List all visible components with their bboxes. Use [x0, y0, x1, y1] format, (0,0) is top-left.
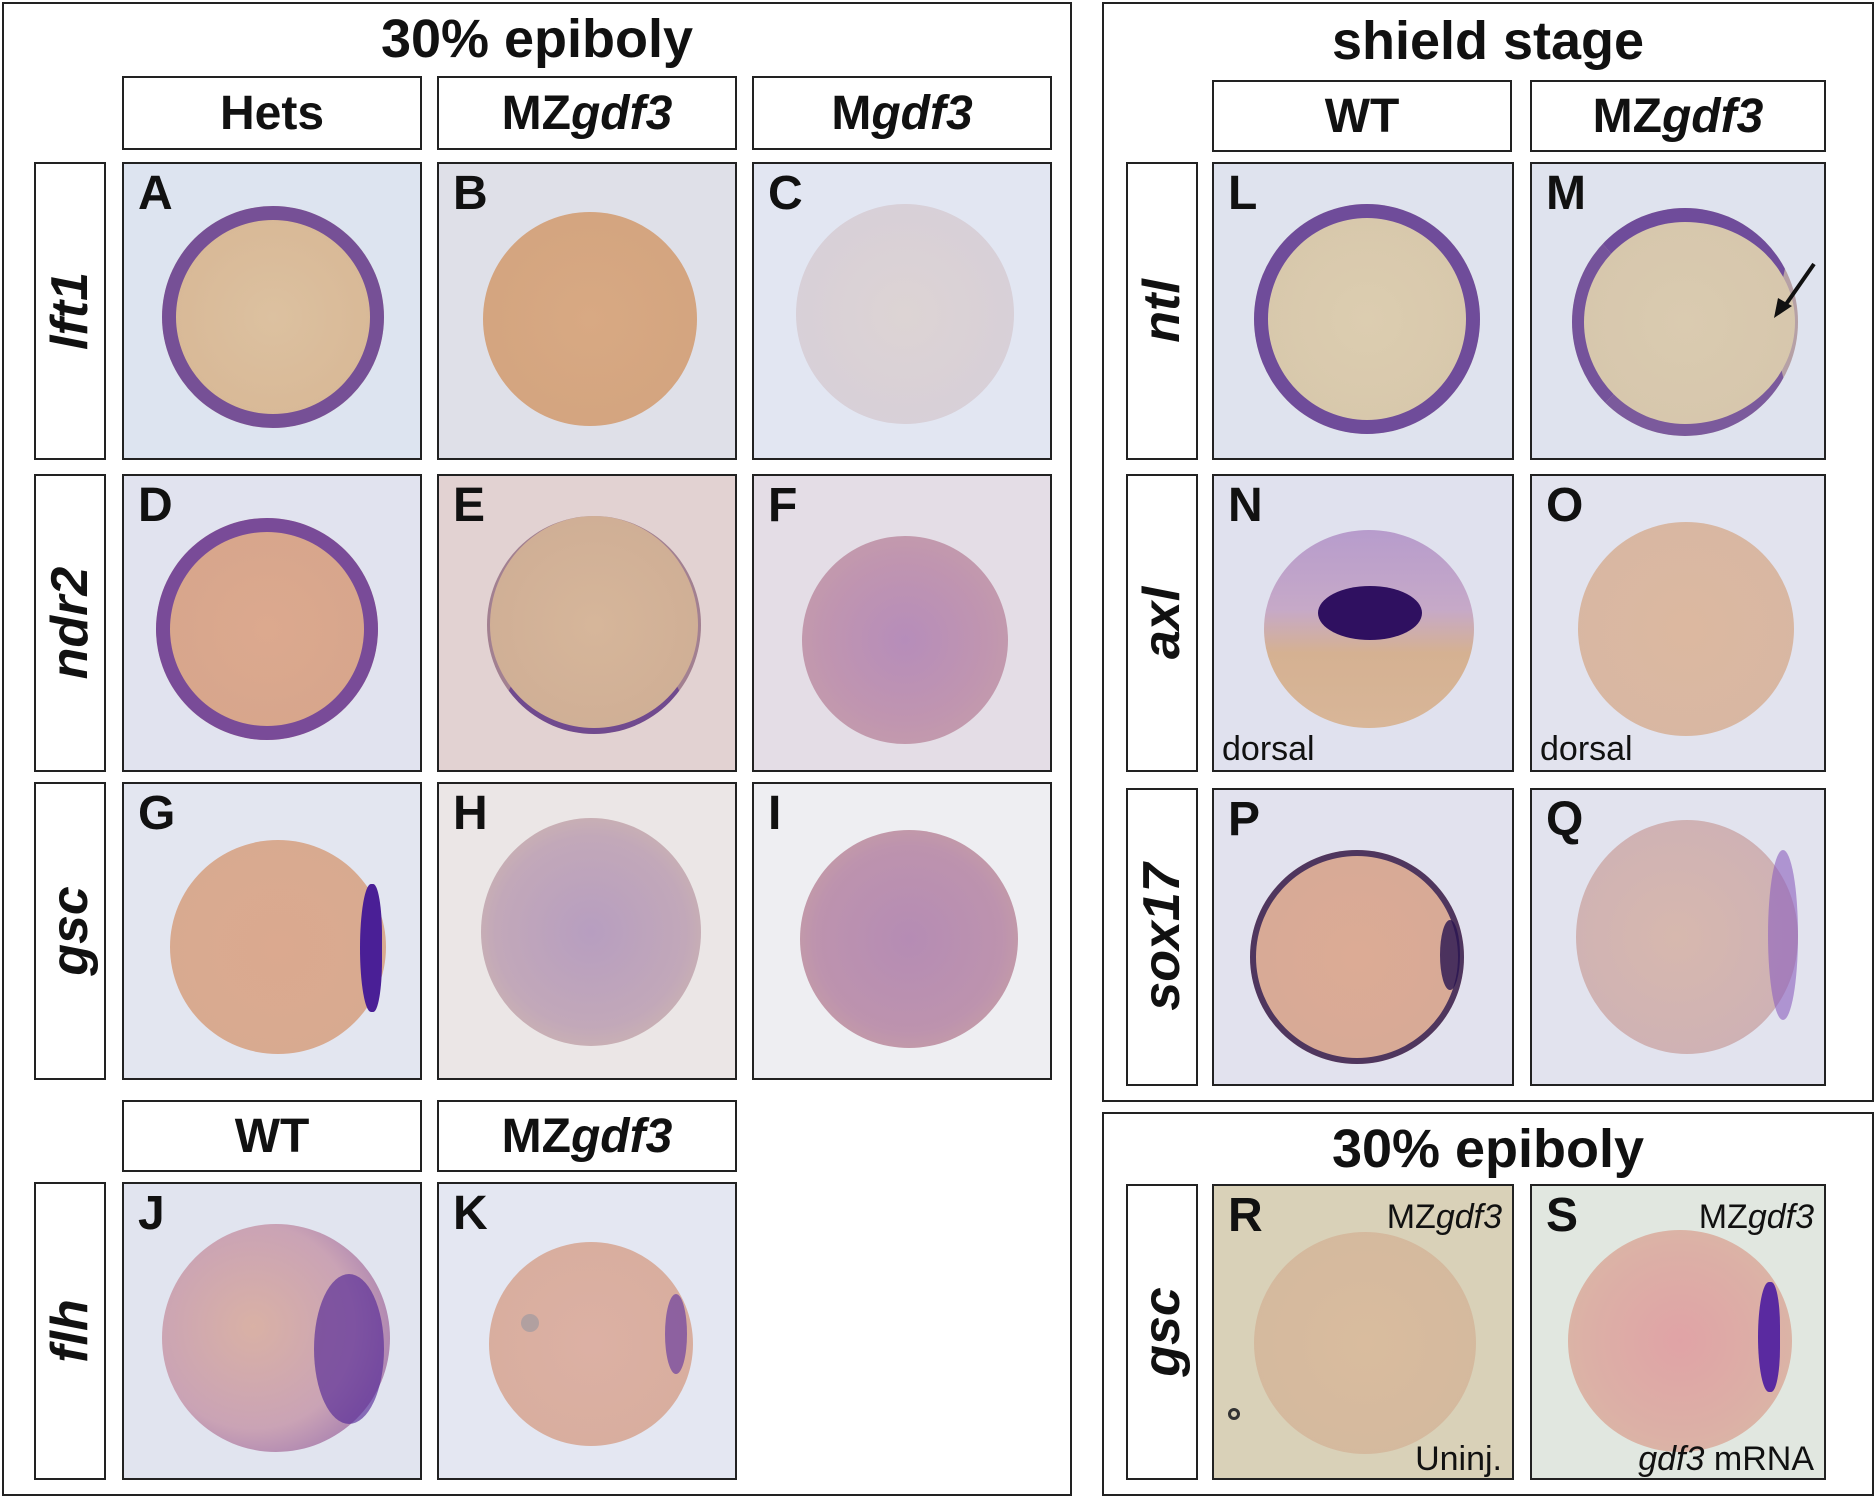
note-uninjected: Uninj. — [1415, 1440, 1502, 1478]
embryo — [170, 840, 386, 1054]
gene-label-gsc: gsc — [1126, 1184, 1198, 1480]
stain-ring — [156, 518, 378, 740]
bottom-column-header-mzgdf3: MZ gdf3 — [437, 1100, 737, 1172]
note-genotype: MZgdf3 — [1386, 1198, 1502, 1236]
embryo — [481, 818, 701, 1046]
embryo — [1254, 1232, 1476, 1454]
column-header-hets: Hets — [122, 76, 422, 150]
panel-letter: G — [138, 787, 176, 840]
panel-letter: B — [453, 167, 488, 220]
panel-m: M — [1530, 162, 1826, 460]
panel-letter: A — [138, 167, 173, 220]
dorsal-stain — [1440, 920, 1460, 990]
gene-label-flh: flh — [34, 1182, 106, 1480]
panel-letter: P — [1228, 793, 1261, 846]
gene-label-axl: axl — [1126, 474, 1198, 772]
arrow-icon — [1774, 262, 1816, 318]
stain-ring — [162, 206, 384, 428]
panel-j: J — [122, 1182, 422, 1480]
column-header-mzgdf3: MZ gdf3 — [437, 76, 737, 150]
panel-c: C — [752, 162, 1052, 460]
embryo — [802, 536, 1008, 744]
panel-p: P — [1212, 788, 1514, 1086]
panel-letter: N — [1228, 479, 1263, 532]
left-section-title: 30% epiboly — [380, 9, 694, 69]
panel-letter: K — [453, 1187, 488, 1240]
bubble — [1228, 1408, 1240, 1420]
panel-k: K — [437, 1182, 737, 1480]
dorsal-stain — [1768, 850, 1798, 1020]
stain-ring — [487, 516, 701, 734]
dorsal-stain — [665, 1294, 687, 1374]
panel-b: B — [437, 162, 737, 460]
panel-letter: M — [1546, 167, 1586, 220]
right-top-section-title: shield stage — [1331, 11, 1645, 71]
panel-letter: R — [1228, 1189, 1263, 1242]
panel-letter: C — [768, 167, 803, 220]
stain-ring — [1572, 208, 1798, 436]
panel-a: A — [122, 162, 422, 460]
column-header-wt: WT — [1212, 80, 1512, 152]
gene-label-gsc: gsc — [34, 782, 106, 1080]
gene-label-ndr2: ndr2 — [34, 474, 106, 772]
panel-o: dorsal O — [1530, 474, 1826, 772]
panel-r: MZgdf3 Uninj. R — [1212, 1184, 1514, 1480]
panel-letter: E — [453, 479, 486, 532]
embryo — [1576, 820, 1798, 1054]
dorsal-stain — [314, 1274, 384, 1424]
panel-d: D — [122, 474, 422, 772]
embryo — [1578, 522, 1794, 736]
panel-q: Q — [1530, 788, 1826, 1086]
embryo — [489, 1242, 693, 1446]
note-dorsal: dorsal — [1540, 730, 1633, 768]
embryo — [483, 212, 697, 426]
gene-label-lft1: lft1 — [34, 162, 106, 460]
embryo — [162, 206, 384, 428]
embryo — [800, 830, 1018, 1048]
dorsal-stain — [1758, 1282, 1780, 1392]
panel-h: H — [437, 782, 737, 1080]
embryo — [1568, 1230, 1792, 1452]
bottom-column-header-wt: WT — [122, 1100, 422, 1172]
note-genotype: MZgdf3 — [1698, 1198, 1814, 1236]
gene-label-ntl: ntl — [1126, 162, 1198, 460]
panel-letter: D — [138, 479, 173, 532]
stain-ring — [1254, 204, 1480, 434]
debris-spot — [521, 1314, 539, 1332]
panel-s: MZgdf3 gdf3 mRNA S — [1530, 1184, 1826, 1480]
panel-letter: Q — [1546, 793, 1584, 846]
stain-ring — [1250, 850, 1464, 1064]
panel-n: dorsal N — [1212, 474, 1514, 772]
embryo — [1250, 850, 1464, 1064]
panel-letter: O — [1546, 479, 1584, 532]
embryo — [1254, 204, 1480, 434]
panel-letter: H — [453, 787, 488, 840]
panel-letter: F — [768, 479, 798, 532]
panel-letter: J — [138, 1187, 165, 1240]
panel-g: G — [122, 782, 422, 1080]
gene-label-sox17: sox17 — [1126, 788, 1198, 1086]
panel-letter: I — [768, 787, 782, 840]
dorsal-stain — [1318, 586, 1422, 640]
panel-e: E — [437, 474, 737, 772]
panel-letter: L — [1228, 167, 1258, 220]
embryo — [796, 204, 1014, 424]
note-dorsal: dorsal — [1222, 730, 1315, 768]
embryo — [156, 518, 378, 740]
panel-f: F — [752, 474, 1052, 772]
column-header-mzgdf3: MZ gdf3 — [1530, 80, 1826, 152]
dorsal-stain — [360, 884, 382, 1012]
panel-l: L — [1212, 162, 1514, 460]
note-injection: gdf3 mRNA — [1638, 1440, 1814, 1478]
panel-i: I — [752, 782, 1052, 1080]
panel-letter: S — [1546, 1189, 1579, 1242]
right-bottom-section-title: 30% epiboly — [1331, 1119, 1645, 1179]
